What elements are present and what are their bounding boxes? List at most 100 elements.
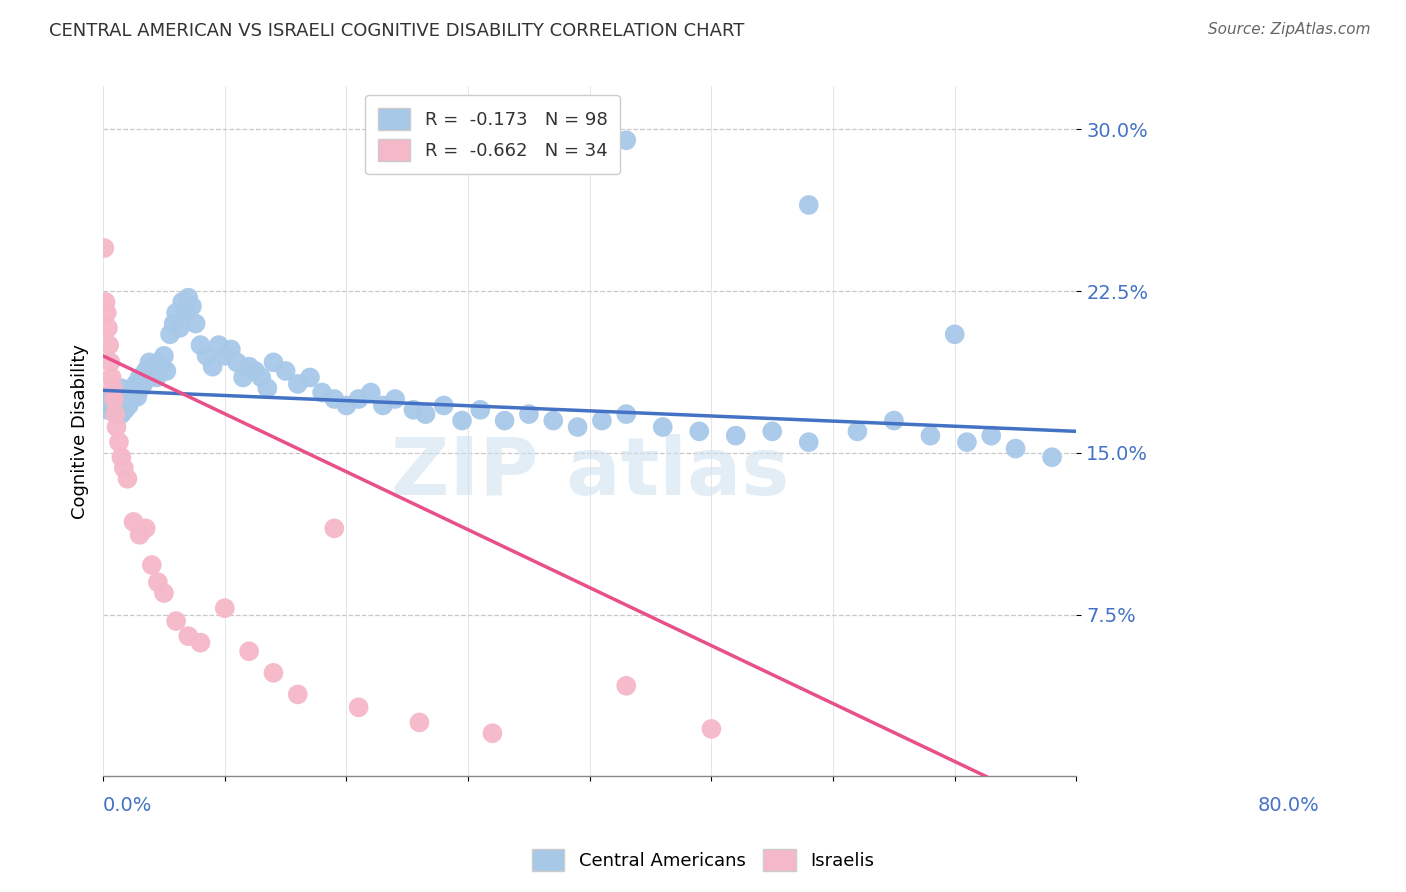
Point bbox=[117, 472, 139, 486]
Point bbox=[214, 349, 236, 363]
Point bbox=[846, 425, 869, 439]
Point bbox=[100, 401, 122, 415]
Point bbox=[115, 396, 138, 410]
Point bbox=[797, 435, 820, 450]
Point bbox=[155, 364, 177, 378]
Point bbox=[122, 515, 145, 529]
Point bbox=[128, 528, 150, 542]
Point bbox=[117, 390, 139, 404]
Point bbox=[956, 435, 979, 450]
Text: Source: ZipAtlas.com: Source: ZipAtlas.com bbox=[1208, 22, 1371, 37]
Point bbox=[97, 321, 120, 335]
Point bbox=[104, 407, 127, 421]
Point bbox=[108, 435, 131, 450]
Point bbox=[262, 355, 284, 369]
Point bbox=[163, 317, 186, 331]
Point bbox=[451, 413, 474, 427]
Point bbox=[323, 392, 346, 406]
Point bbox=[174, 306, 197, 320]
Point bbox=[100, 392, 122, 406]
Point bbox=[347, 700, 370, 714]
Point bbox=[105, 402, 128, 417]
Point bbox=[103, 392, 125, 406]
Point bbox=[402, 402, 425, 417]
Point bbox=[287, 687, 309, 701]
Point bbox=[517, 407, 540, 421]
Point bbox=[384, 392, 406, 406]
Point bbox=[543, 413, 565, 427]
Point bbox=[614, 407, 637, 421]
Point bbox=[135, 364, 157, 378]
Point bbox=[219, 343, 242, 357]
Point bbox=[287, 376, 309, 391]
Point bbox=[108, 401, 131, 415]
Point bbox=[651, 420, 673, 434]
Point bbox=[238, 644, 260, 658]
Point bbox=[335, 399, 357, 413]
Point bbox=[112, 461, 135, 475]
Point bbox=[195, 349, 218, 363]
Point bbox=[141, 558, 163, 572]
Point bbox=[141, 359, 163, 374]
Point bbox=[165, 614, 187, 628]
Point bbox=[311, 385, 333, 400]
Point bbox=[100, 355, 122, 369]
Point bbox=[591, 413, 613, 427]
Point bbox=[256, 381, 278, 395]
Point bbox=[122, 385, 145, 400]
Point bbox=[118, 394, 141, 409]
Point bbox=[100, 370, 122, 384]
Point bbox=[567, 420, 589, 434]
Y-axis label: Cognitive Disability: Cognitive Disability bbox=[72, 343, 89, 519]
Point bbox=[93, 396, 115, 410]
Point bbox=[494, 413, 516, 427]
Point bbox=[159, 327, 181, 342]
Point bbox=[700, 722, 723, 736]
Point bbox=[148, 355, 170, 369]
Point bbox=[101, 394, 124, 409]
Point bbox=[165, 306, 187, 320]
Point bbox=[98, 338, 121, 352]
Point bbox=[103, 405, 125, 419]
Point bbox=[118, 399, 141, 413]
Point bbox=[481, 726, 503, 740]
Point bbox=[96, 306, 118, 320]
Point bbox=[107, 394, 129, 409]
Point bbox=[145, 370, 167, 384]
Point bbox=[128, 370, 150, 384]
Point bbox=[104, 385, 127, 400]
Point bbox=[172, 295, 194, 310]
Point bbox=[94, 295, 117, 310]
Point bbox=[415, 407, 437, 421]
Point bbox=[93, 241, 115, 255]
Text: ZIP atlas: ZIP atlas bbox=[391, 434, 789, 512]
Point bbox=[150, 359, 173, 374]
Point bbox=[143, 364, 166, 378]
Point bbox=[226, 355, 249, 369]
Point bbox=[274, 364, 297, 378]
Point bbox=[110, 407, 132, 421]
Point bbox=[104, 396, 127, 410]
Point bbox=[614, 133, 637, 147]
Point bbox=[110, 450, 132, 465]
Point bbox=[980, 428, 1002, 442]
Point bbox=[127, 390, 149, 404]
Point bbox=[250, 370, 273, 384]
Point bbox=[943, 327, 966, 342]
Point bbox=[614, 679, 637, 693]
Point bbox=[214, 601, 236, 615]
Point bbox=[262, 665, 284, 680]
Legend: Central Americans, Israelis: Central Americans, Israelis bbox=[524, 842, 882, 879]
Point bbox=[190, 338, 212, 352]
Point bbox=[169, 321, 191, 335]
Point bbox=[184, 317, 207, 331]
Point bbox=[136, 370, 159, 384]
Point bbox=[360, 385, 382, 400]
Point bbox=[124, 381, 146, 395]
Point bbox=[347, 392, 370, 406]
Point bbox=[761, 425, 783, 439]
Point bbox=[101, 381, 124, 395]
Point bbox=[245, 364, 267, 378]
Point bbox=[323, 521, 346, 535]
Point bbox=[797, 198, 820, 212]
